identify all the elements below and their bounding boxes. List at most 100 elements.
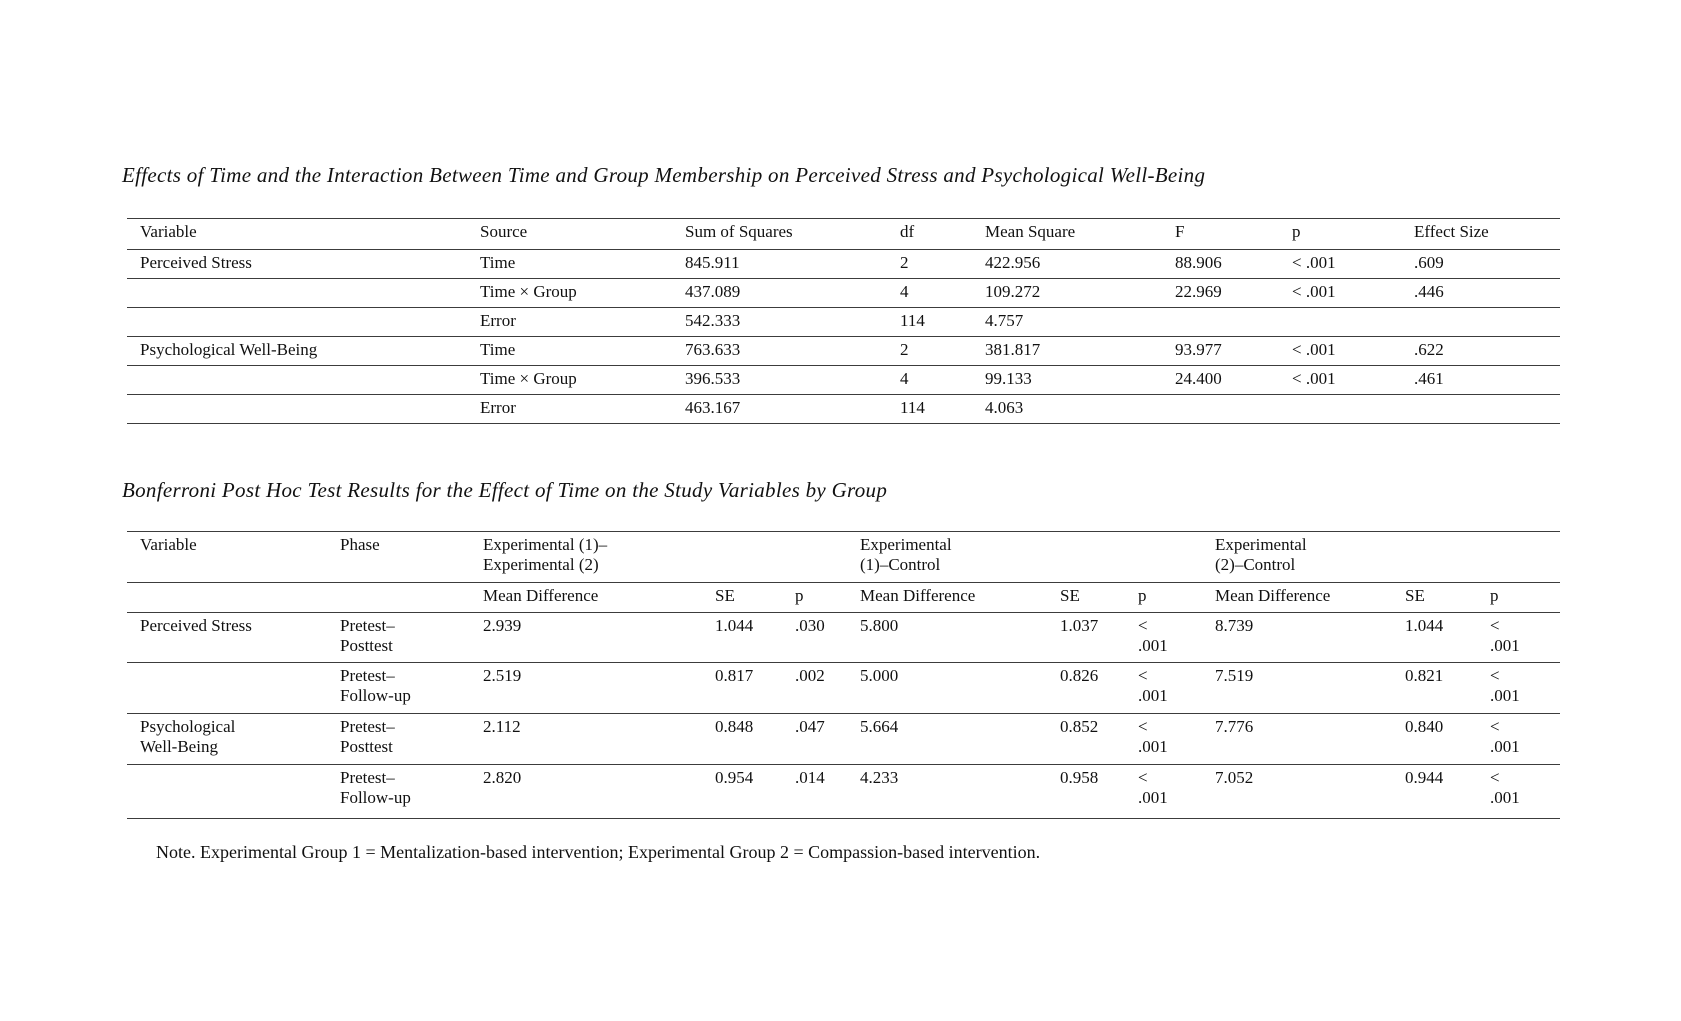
column-header: Sum of Squares (685, 222, 793, 241)
table-cell: 2 (900, 253, 909, 272)
table-cell: Time × Group (480, 282, 577, 301)
empty-cell (340, 583, 483, 613)
table-row: Error 463.167 114 4.063 (127, 395, 1560, 424)
table-cell: < .001 (1292, 253, 1336, 272)
table-cell: 845.911 (685, 253, 740, 272)
table-cell: Perceived Stress (140, 616, 252, 635)
column-header: df (900, 222, 915, 241)
group-column-header: Experimental (1)– Experimental (2) (483, 535, 608, 574)
posthoc-table: Variable Phase Experimental (1)– Experim… (127, 531, 1560, 819)
table-cell: 0.821 (1405, 666, 1444, 685)
table-cell: 4.757 (985, 311, 1024, 330)
column-header: p (1292, 222, 1301, 241)
table-cell: 1.044 (1405, 616, 1444, 635)
table-cell (1292, 395, 1414, 424)
table-cell (127, 395, 480, 424)
table-row: Psychological Well-Being Pretest– Postte… (127, 714, 1560, 765)
table-cell: Pretest– Follow-up (340, 768, 411, 807)
column-header: Source (480, 222, 528, 241)
table-cell (1414, 308, 1560, 337)
table-cell: 0.944 (1405, 768, 1444, 787)
table-cell: 88.906 (1175, 253, 1222, 272)
table-cell: 396.533 (685, 369, 741, 388)
table-cell: .461 (1414, 369, 1444, 388)
table-cell (127, 366, 480, 395)
empty-cell (1060, 532, 1138, 583)
table-row: Pretest– Follow-up 2.519 0.817 .002 5.00… (127, 663, 1560, 714)
table-cell: 2.820 (483, 768, 522, 787)
column-header: Mean Difference (860, 586, 976, 605)
table-row: Pretest– Follow-up 2.820 0.954 .014 4.23… (127, 765, 1560, 819)
table-cell: 0.840 (1405, 717, 1444, 736)
table-row: Error 542.333 114 4.757 (127, 308, 1560, 337)
table-cell (1292, 308, 1414, 337)
table-cell: 2.939 (483, 616, 522, 635)
column-header: SE (1060, 586, 1080, 605)
table-cell: < .001 (1292, 369, 1336, 388)
group-column-header: Experimental (1)–Control (860, 535, 952, 574)
table-cell: 0.852 (1060, 717, 1099, 736)
table-cell: < .001 (1138, 666, 1168, 705)
table-cell: .002 (795, 666, 825, 685)
table-cell: < .001 (1490, 768, 1520, 807)
column-header: p (1490, 586, 1499, 605)
empty-cell (1405, 532, 1490, 583)
column-header: Mean Square (985, 222, 1076, 241)
column-header: SE (715, 586, 735, 605)
table-cell: 7.519 (1215, 666, 1254, 685)
table-cell: 1.044 (715, 616, 754, 635)
column-header: F (1175, 222, 1185, 241)
column-header: SE (1405, 586, 1425, 605)
table-cell: 7.776 (1215, 717, 1254, 736)
table-cell: Error (480, 311, 516, 330)
table-cell: < .001 (1292, 282, 1336, 301)
table2-title: Bonferroni Post Hoc Test Results for the… (122, 478, 888, 502)
group-column-header: Experimental (2)–Control (1215, 535, 1307, 574)
table-cell: .047 (795, 717, 825, 736)
table-cell: .030 (795, 616, 825, 635)
table-note: Note. Experimental Group 1 = Mentalizati… (156, 842, 1041, 862)
empty-cell (1138, 532, 1215, 583)
table-row: Perceived Stress Time 845.911 2 422.956 … (127, 250, 1560, 279)
table-cell: Pretest– Posttest (340, 717, 395, 756)
table-cell: 2 (900, 340, 909, 359)
table-cell: < .001 (1292, 340, 1336, 359)
table-cell: 0.826 (1060, 666, 1099, 685)
table-cell: Time (480, 340, 516, 359)
table-cell: 22.969 (1175, 282, 1222, 301)
table-row: Perceived Stress Pretest– Posttest 2.939… (127, 613, 1560, 663)
table-cell: Psychological Well-Being (140, 340, 318, 359)
table-cell: 5.000 (860, 666, 899, 685)
table-cell (127, 279, 480, 308)
column-header: Variable (140, 222, 197, 241)
column-header: Mean Difference (483, 586, 599, 605)
table-cell: 437.089 (685, 282, 741, 301)
table-row: Psychological Well-Being Time 763.633 2 … (127, 337, 1560, 366)
table1-title: Effects of Time and the Interaction Betw… (122, 163, 1206, 187)
table-cell: 24.400 (1175, 369, 1222, 388)
table-cell: < .001 (1138, 717, 1168, 756)
table-cell: .014 (795, 768, 825, 787)
table-cell: 5.800 (860, 616, 899, 635)
table-cell (127, 663, 340, 714)
table-cell: 422.956 (985, 253, 1041, 272)
table-cell: Pretest– Follow-up (340, 666, 411, 705)
table-row: Time × Group 396.533 4 99.133 24.400 < .… (127, 366, 1560, 395)
table-cell: 2.112 (483, 717, 521, 736)
table-cell: 114 (900, 398, 925, 417)
column-header: Variable (140, 535, 197, 554)
table-cell: 542.333 (685, 311, 741, 330)
empty-cell (795, 532, 860, 583)
table-cell: .609 (1414, 253, 1444, 272)
table-cell: .622 (1414, 340, 1444, 359)
table-cell: < .001 (1138, 616, 1168, 655)
empty-cell (127, 583, 340, 613)
table-cell: < .001 (1490, 666, 1520, 705)
table2-group-header-row: Variable Phase Experimental (1)– Experim… (127, 532, 1560, 583)
table-cell: 381.817 (985, 340, 1041, 359)
table-cell: 0.954 (715, 768, 754, 787)
anova-table: Variable Source Sum of Squares df Mean S… (127, 218, 1560, 424)
column-header: Phase (340, 535, 380, 554)
table2-subheader-row: Mean Difference SE p Mean Difference SE … (127, 583, 1560, 613)
table-cell: < .001 (1490, 616, 1520, 655)
